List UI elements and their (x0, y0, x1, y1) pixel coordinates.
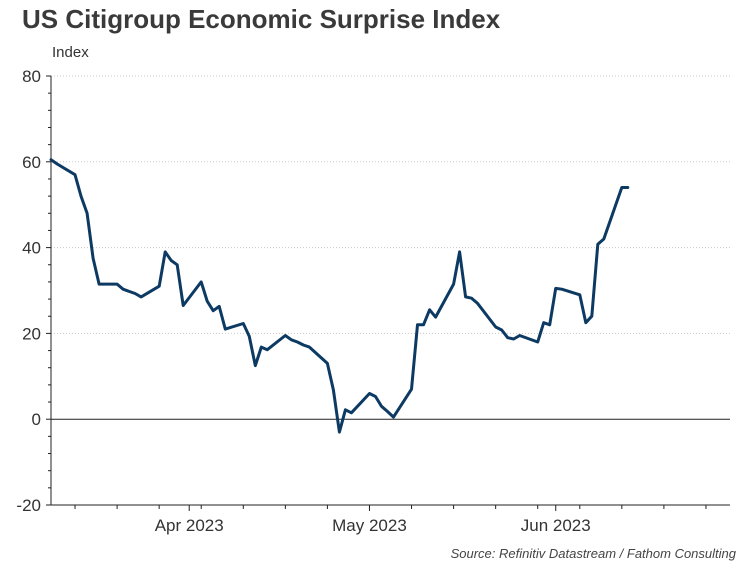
data-point (410, 388, 413, 391)
y-tick-label: 0 (32, 410, 41, 429)
data-point (585, 321, 587, 324)
data-point (122, 288, 124, 291)
data-point (506, 336, 509, 339)
data-point (158, 285, 160, 288)
data-point (422, 324, 425, 326)
data-point (374, 395, 377, 398)
data-point (536, 341, 539, 343)
chart-title: US Citigroup Economic Surprise Index (22, 4, 501, 34)
tick-labels: 80 60 40 20 0 -20 Apr 2023 May 2023 Jun 2023 (16, 67, 590, 535)
data-point (464, 296, 467, 298)
data-point (470, 297, 473, 300)
data-point (428, 309, 431, 311)
data-point (290, 339, 293, 341)
data-point (56, 163, 58, 165)
data-point (140, 296, 142, 298)
data-point (338, 431, 341, 433)
data-point (200, 281, 202, 283)
data-point (308, 346, 311, 348)
data-point (80, 195, 82, 197)
data-point (98, 283, 100, 285)
data-point (494, 326, 497, 328)
series-line (49, 158, 630, 434)
data-point (627, 186, 629, 189)
y-tick-label: 40 (22, 239, 41, 258)
y-axis-unit-label: Index (52, 44, 89, 61)
data-point (332, 389, 335, 391)
x-tick-label: Apr 2023 (155, 516, 224, 535)
data-point (260, 346, 263, 348)
x-tick-label: May 2023 (332, 516, 407, 535)
data-point (416, 324, 419, 326)
data-point (386, 410, 389, 413)
source-note: Source: Refinitiv Datastream / Fathom Co… (450, 546, 736, 561)
data-point (512, 338, 515, 340)
data-point (548, 324, 551, 326)
axes (46, 75, 730, 511)
data-point (458, 251, 461, 253)
data-point (380, 405, 383, 408)
data-point (554, 287, 557, 290)
data-point (206, 300, 208, 303)
data-point (182, 304, 184, 307)
y-tick-label: 80 (22, 67, 41, 86)
data-point (561, 288, 563, 291)
data-point (134, 292, 136, 295)
data-point (170, 259, 172, 262)
data-point (164, 251, 166, 253)
data-point (434, 316, 437, 318)
data-point (344, 409, 347, 411)
data-point (266, 348, 269, 351)
data-point (212, 309, 214, 312)
data-point (350, 412, 353, 414)
y-tick-label: 60 (22, 153, 41, 172)
data-point (218, 305, 220, 308)
data-point (452, 283, 455, 285)
data-point (302, 344, 305, 346)
gridlines (51, 75, 730, 420)
y-tick-label: 20 (22, 324, 41, 343)
data-point (86, 212, 88, 215)
data-point (591, 315, 593, 318)
data-point (368, 392, 371, 395)
data-point (579, 294, 581, 296)
x-tick-label: Jun 2023 (521, 516, 591, 535)
data-point (176, 264, 178, 266)
data-point (116, 283, 118, 285)
data-point (296, 341, 299, 343)
data-point (603, 238, 605, 240)
data-point (50, 158, 52, 161)
data-point (542, 321, 545, 324)
data-point (248, 335, 251, 338)
data-point (92, 257, 94, 260)
data-point (254, 364, 257, 367)
data-point (500, 329, 503, 331)
y-tick-label: -20 (16, 496, 41, 515)
series-layer (49, 158, 630, 434)
data-point (74, 173, 76, 176)
data-point (597, 243, 599, 245)
data-point (128, 290, 130, 293)
data-point (518, 334, 521, 337)
data-point (242, 322, 245, 325)
data-point (392, 416, 395, 418)
data-point (476, 302, 479, 305)
data-point (284, 334, 287, 337)
data-point (224, 328, 227, 330)
data-point (621, 186, 623, 189)
data-point (326, 362, 329, 365)
